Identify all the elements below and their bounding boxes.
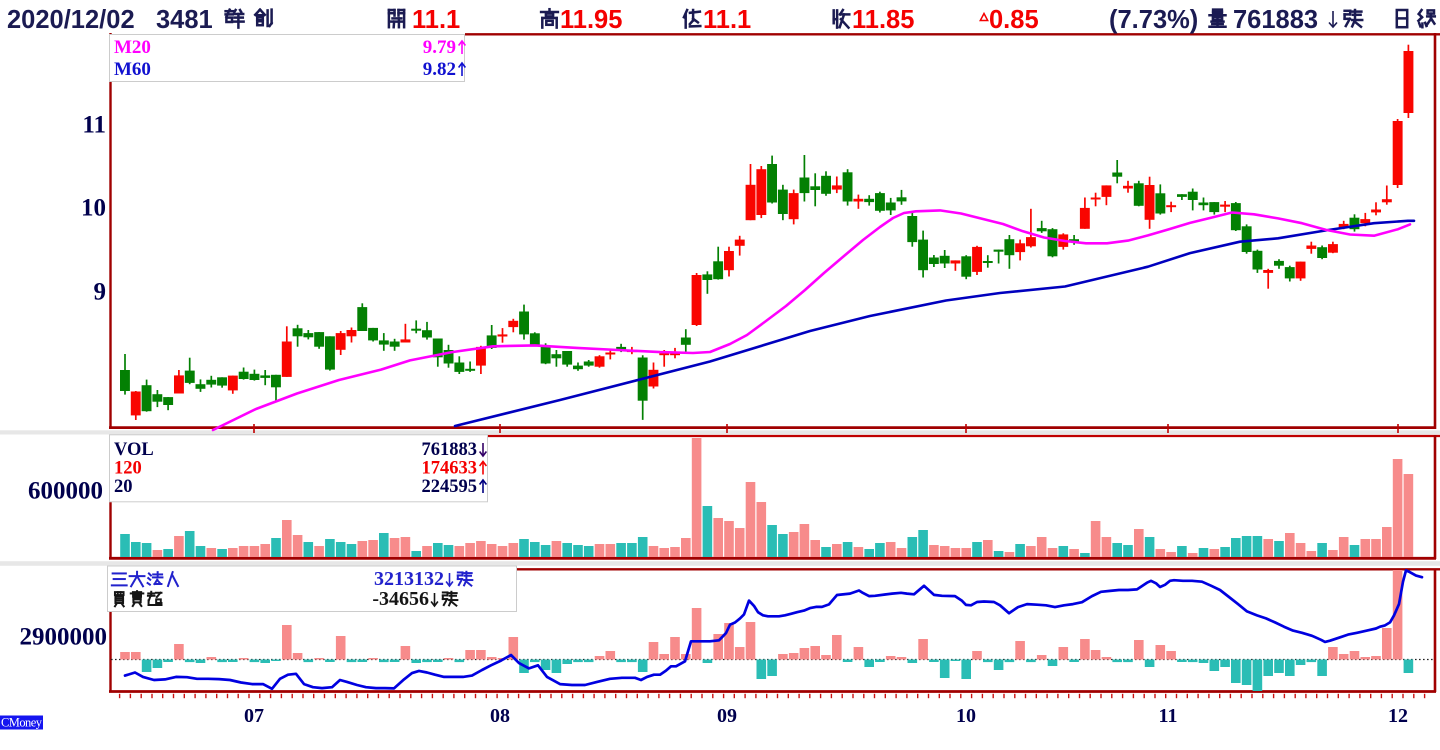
svg-text:9.82: 9.82 xyxy=(423,59,456,80)
svg-text:10: 10 xyxy=(956,705,976,727)
svg-text:2900000: 2900000 xyxy=(20,624,108,651)
svg-text:08: 08 xyxy=(490,705,510,727)
svg-text:CMoney: CMoney xyxy=(1,716,43,730)
svg-text:600000: 600000 xyxy=(28,478,103,505)
svg-text:07: 07 xyxy=(244,705,264,727)
svg-text:174633: 174633 xyxy=(422,459,478,479)
svg-text:3481: 3481 xyxy=(156,6,213,34)
svg-text:12: 12 xyxy=(1388,705,1408,727)
svg-text:9.79: 9.79 xyxy=(423,37,456,58)
svg-text:09: 09 xyxy=(717,705,737,727)
svg-text:761883: 761883 xyxy=(422,440,478,460)
svg-text:-34656: -34656 xyxy=(372,588,429,610)
svg-text:20: 20 xyxy=(114,477,133,497)
svg-text:224595: 224595 xyxy=(422,477,478,497)
svg-text:VOL: VOL xyxy=(114,440,154,460)
svg-text:(7.73%): (7.73%) xyxy=(1109,6,1198,34)
svg-text:9: 9 xyxy=(94,279,107,306)
svg-text:2020/12/02: 2020/12/02 xyxy=(7,6,135,34)
svg-text:10: 10 xyxy=(81,195,106,222)
svg-text:11.1: 11.1 xyxy=(703,6,751,34)
svg-text:0.85: 0.85 xyxy=(989,6,1039,34)
svg-text:11.95: 11.95 xyxy=(560,6,622,34)
svg-text:11: 11 xyxy=(82,112,106,139)
svg-text:3213132: 3213132 xyxy=(374,568,444,590)
svg-text:761883: 761883 xyxy=(1233,6,1318,34)
svg-text:11: 11 xyxy=(1159,705,1178,727)
svg-text:120: 120 xyxy=(114,459,142,479)
svg-text:11.85: 11.85 xyxy=(852,6,914,34)
svg-text:M20: M20 xyxy=(114,37,151,58)
svg-text:11.1: 11.1 xyxy=(412,6,460,34)
svg-text:M60: M60 xyxy=(114,59,151,80)
